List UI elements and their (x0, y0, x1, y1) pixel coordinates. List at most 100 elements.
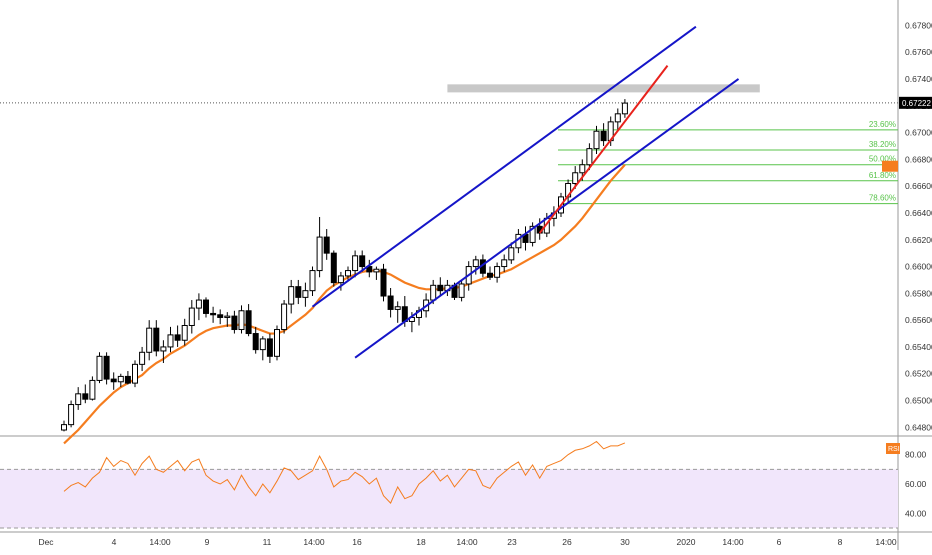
time-tick-label: 6 (777, 537, 782, 547)
candle (458, 279, 465, 302)
rsi-badge-bg (886, 443, 900, 454)
time-tick-label: 4 (112, 537, 117, 547)
candle (153, 320, 160, 357)
candlesticks (61, 99, 628, 432)
candle (380, 263, 387, 302)
candle (366, 259, 373, 278)
candle-body-up (593, 130, 600, 150)
candle (593, 125, 600, 155)
current-price-badge-text: 0.67222 (902, 99, 931, 108)
candle (437, 277, 444, 297)
time-tick-label: 30 (620, 537, 630, 547)
candle-body-down (252, 333, 259, 351)
candle-body-down (295, 286, 302, 298)
candle (295, 279, 302, 305)
candle (238, 305, 245, 334)
candle-body-up (167, 334, 174, 348)
candle-body-up (160, 346, 167, 352)
candle-body-down (359, 255, 366, 268)
candle (614, 108, 621, 130)
candle-body-up (188, 307, 195, 327)
candle-body-up (529, 225, 536, 243)
rsi-band (0, 468, 898, 529)
candle (110, 372, 117, 390)
candle (309, 266, 316, 297)
candle (281, 300, 288, 334)
candle (181, 318, 188, 346)
candle-body-down (103, 355, 110, 380)
candle-body-down (380, 268, 387, 297)
candle-body-down (366, 266, 373, 273)
candle-body-down (217, 314, 224, 318)
rsi-axis: 80.00 60.00 40.00 (905, 450, 927, 519)
candle (82, 384, 89, 404)
candle (96, 352, 103, 384)
candle (89, 376, 96, 401)
candle-body-up (309, 270, 316, 292)
candle (586, 143, 593, 171)
candle (217, 309, 224, 325)
time-tick-label: 9 (205, 537, 210, 547)
candle (359, 250, 366, 272)
time-tick-label: 14:00 (875, 537, 897, 547)
price-axis: 0.678000.676000.674000.672000.670000.668… (905, 20, 932, 432)
moving-average-line (63, 164, 626, 445)
candle-body-down (124, 375, 131, 384)
candle-body-up (302, 290, 309, 298)
candle (337, 271, 344, 291)
channel-lower-line (354, 78, 740, 359)
candle-body-up (195, 299, 202, 309)
candle-body-down (174, 334, 181, 341)
rsi-tick-label: 80.00 (905, 450, 927, 460)
price-tick-label: 0.64800 (905, 422, 932, 432)
candle (274, 325, 280, 361)
candle-body-up (508, 247, 515, 261)
candle-body-down (266, 338, 273, 357)
time-tick-label: 14:00 (149, 537, 171, 547)
candle (259, 336, 266, 361)
candle (302, 282, 309, 307)
candle-body-up (259, 338, 266, 351)
candle-body-up (614, 113, 621, 123)
candle (487, 266, 493, 280)
candle (203, 297, 209, 318)
time-tick-label: 14:00 (456, 537, 478, 547)
candle (117, 373, 124, 388)
candle (330, 250, 337, 287)
candle-body-down (245, 310, 252, 335)
candle-body-up (501, 259, 508, 268)
fib-level-label: 38.20% (869, 140, 896, 149)
candle-body-up (572, 172, 579, 184)
moving-average (63, 164, 626, 445)
candle (146, 320, 153, 361)
candle-body-up (75, 393, 82, 406)
candle (266, 333, 273, 364)
candle-body-up (89, 379, 96, 400)
candle-body-up (132, 363, 138, 384)
candle (600, 123, 607, 146)
time-axis: Dec 4 14:00 9 11 14:00 16 18 14:00 23 26 30 2020 14:0… (38, 537, 896, 547)
candle (387, 287, 394, 318)
candle (323, 229, 330, 260)
candle-body-up (430, 284, 437, 301)
steep-trend-line (538, 64, 669, 234)
candle (394, 301, 401, 323)
candle-body-up (579, 164, 586, 174)
candle (188, 300, 195, 334)
candle-body-up (352, 255, 359, 272)
candle-body-up (472, 259, 479, 268)
candle-body-up (394, 306, 401, 310)
candle-body-up (281, 303, 288, 331)
fib-level-label: 78.60% (869, 194, 896, 203)
time-tick-label: 16 (352, 537, 362, 547)
time-tick-label: 26 (562, 537, 572, 547)
candle-body-down (323, 236, 330, 254)
